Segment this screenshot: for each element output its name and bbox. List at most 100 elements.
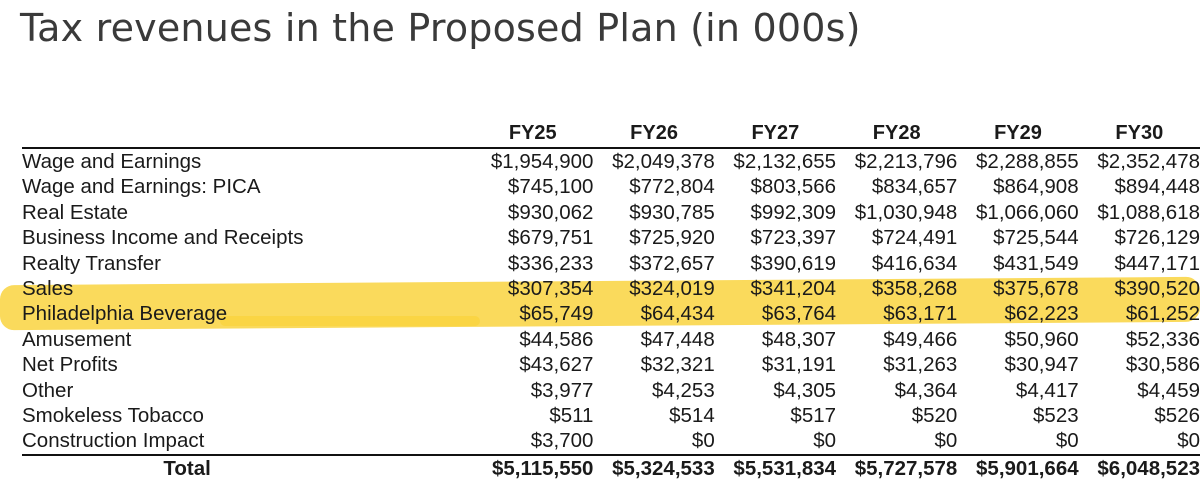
value-cell: $0 [1177, 429, 1200, 453]
value-cell: $517 [790, 404, 837, 428]
value-cell: $447,171 [1114, 251, 1200, 275]
value-cell: $43,627 [519, 353, 594, 377]
row-label: Construction Impact [22, 429, 205, 453]
table-body: Wage and Earnings $1,954,900 $2,049,378 $2,… [22, 148, 1200, 481]
total-value-cell: $5,727,578 [854, 456, 958, 480]
column-header: FY27 [751, 122, 800, 145]
value-cell: $390,619 [750, 251, 837, 275]
value-cell: $52,336 [1125, 327, 1200, 351]
column-header: FY29 [994, 122, 1042, 145]
value-cell: $745,100 [507, 175, 594, 199]
value-cell: $61,252 [1125, 302, 1200, 326]
total-value-cell: $5,115,550 [491, 456, 594, 480]
value-cell: $49,466 [883, 327, 958, 351]
total-value-cell: $5,531,834 [733, 456, 837, 480]
header-label-cell [22, 121, 472, 148]
total-value-cell: $6,048,523 [1097, 456, 1200, 480]
value-cell: $1,088,618 [1097, 200, 1200, 224]
table-row: Business Income and Receipts $679,751 $725… [22, 225, 1200, 250]
highlight-stroke [220, 316, 480, 326]
row-label: Smokeless Tobacco [22, 404, 204, 428]
value-cell: $725,544 [993, 226, 1079, 250]
value-cell: $0 [934, 429, 958, 453]
value-cell: $44,586 [519, 327, 594, 351]
value-cell: $992,309 [750, 200, 837, 224]
value-cell: $31,263 [883, 353, 958, 377]
table-row: Sales $307,354 $324,019 $341,204 $358,268 $37… [22, 276, 1200, 301]
table-row: Wage and Earnings: PICA $745,100 $772,804 $… [22, 174, 1200, 199]
total-value-cell: $5,324,533 [612, 456, 715, 480]
value-cell: $63,171 [883, 302, 958, 326]
value-cell: $725,920 [629, 226, 715, 250]
value-cell: $523 [1033, 404, 1079, 428]
table-row: Real Estate $930,062 $930,785 $992,309 $1,03… [22, 200, 1200, 225]
value-cell: $50,960 [1004, 327, 1079, 351]
value-cell: $511 [549, 404, 594, 428]
row-label: Net Profits [22, 353, 118, 377]
value-cell: $0 [813, 429, 837, 453]
value-cell: $1,030,948 [854, 200, 958, 224]
value-cell: $307,354 [507, 277, 594, 301]
value-cell: $31,191 [761, 353, 837, 377]
value-cell: $3,700 [530, 429, 594, 453]
value-cell: $4,364 [894, 378, 958, 402]
value-cell: $2,352,478 [1097, 150, 1200, 173]
value-cell: $358,268 [871, 277, 958, 301]
row-label: Other [22, 378, 74, 402]
value-cell: $32,321 [640, 353, 715, 377]
value-cell: $679,751 [507, 226, 594, 250]
column-header: FY28 [872, 122, 921, 145]
value-cell: $4,417 [1015, 378, 1079, 402]
value-cell: $930,785 [629, 200, 715, 224]
value-cell: $514 [669, 404, 715, 428]
value-cell: $834,657 [871, 175, 958, 199]
value-cell: $4,253 [652, 378, 715, 402]
value-cell: $4,459 [1137, 378, 1200, 402]
table-row: Wage and Earnings $1,954,900 $2,049,378 $2,… [22, 148, 1200, 174]
value-cell: $803,566 [750, 175, 837, 199]
table-row: Philadelphia Beverage $65,749 $64,434 $63,7… [22, 301, 1200, 326]
row-label: Wage and Earnings [22, 150, 202, 173]
value-cell: $894,448 [1114, 175, 1200, 199]
value-cell: $2,132,655 [733, 150, 837, 173]
total-row: Total $5,115,550 $5,324,533 $5,531,834 $5,72… [22, 455, 1200, 481]
value-cell: $772,804 [629, 175, 715, 199]
column-header: FY25 [508, 122, 557, 145]
tax-revenue-table: FY25 FY26 FY27 FY28 FY29 FY30 Wage and E… [22, 121, 1200, 481]
value-cell: $930,062 [507, 200, 594, 224]
value-cell: $2,049,378 [612, 150, 715, 173]
value-cell: $0 [691, 429, 715, 453]
table-header-row: FY25 FY26 FY27 FY28 FY29 FY30 [22, 121, 1200, 148]
value-cell: $372,657 [629, 251, 715, 275]
table-row: Construction Impact $3,700 $0 $0 $0 $0 $0 [22, 428, 1200, 455]
value-cell: $48,307 [761, 327, 837, 351]
value-cell: $526 [1154, 404, 1200, 428]
row-label: Real Estate [22, 200, 128, 224]
value-cell: $65,749 [519, 302, 594, 326]
table-row: Amusement $44,586 $47,448 $48,307 $49,466 $50… [22, 327, 1200, 352]
value-cell: $30,586 [1125, 353, 1200, 377]
value-cell: $4,305 [773, 378, 837, 402]
column-header: FY30 [1115, 122, 1164, 145]
row-label: Business Income and Receipts [22, 226, 304, 250]
value-cell: $1,954,900 [490, 150, 594, 173]
value-cell: $3,977 [530, 378, 594, 402]
table-row: Realty Transfer $336,233 $372,657 $390,619 $… [22, 251, 1200, 276]
value-cell: $2,213,796 [854, 150, 958, 173]
table-row: Other $3,977 $4,253 $4,305 $4,364 $4,417 $4,45… [22, 378, 1200, 403]
value-cell: $64,434 [640, 302, 715, 326]
value-cell: $341,204 [750, 277, 837, 301]
value-cell: $416,634 [871, 251, 958, 275]
value-cell: $62,223 [1004, 302, 1079, 326]
value-cell: $324,019 [629, 277, 715, 301]
value-cell: $431,549 [993, 251, 1079, 275]
table-row: Smokeless Tobacco $511 $514 $517 $520 $523 $52… [22, 403, 1200, 428]
row-label: Realty Transfer [22, 251, 161, 275]
row-label: Wage and Earnings: PICA [22, 175, 261, 199]
row-label: Philadelphia Beverage [22, 302, 228, 326]
row-label: Amusement [22, 327, 132, 351]
value-cell: $375,678 [993, 277, 1079, 301]
value-cell: $47,448 [640, 327, 715, 351]
value-cell: $390,520 [1114, 277, 1200, 301]
total-value-cell: $5,901,664 [976, 456, 1079, 480]
